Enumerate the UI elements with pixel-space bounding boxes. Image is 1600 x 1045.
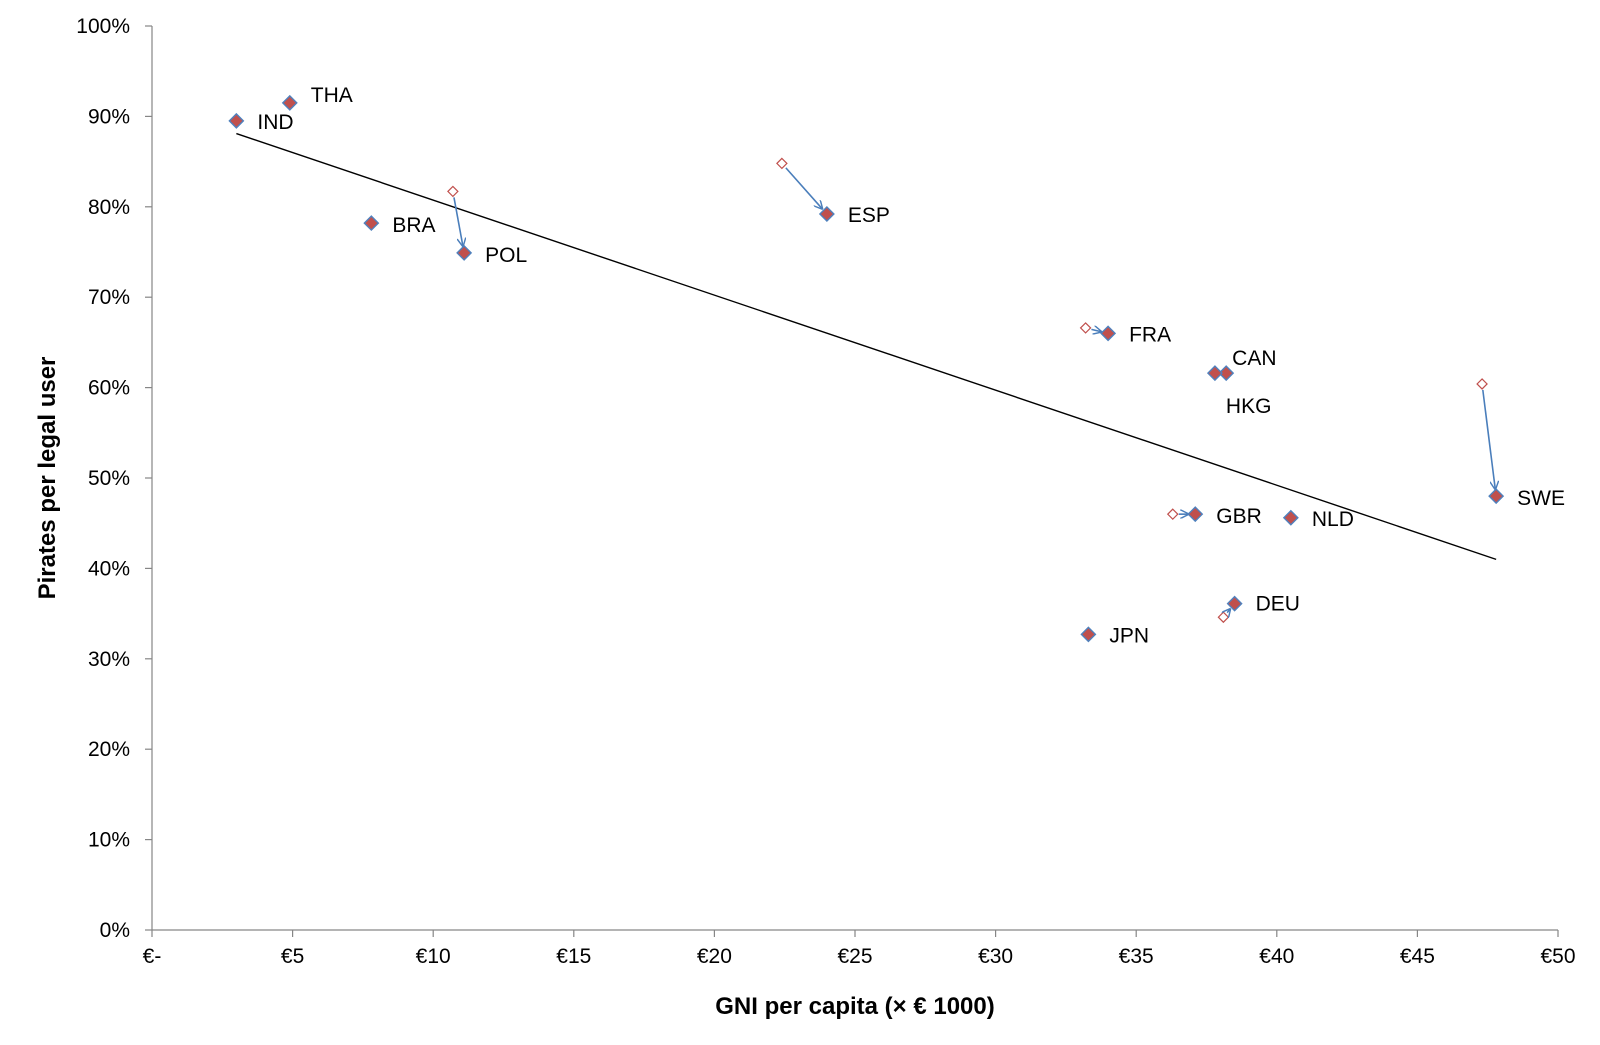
point-label-ind: IND	[257, 111, 293, 134]
point-label-tha: THA	[311, 84, 353, 107]
x-tick-label: €30	[978, 945, 1013, 968]
point-label-pol: POL	[485, 244, 527, 267]
y-tick-label: 100%	[76, 15, 130, 38]
points-group: IND THA BRA POL ESP FRA CAN HKG SWE GBR NLD DEU JPN	[228, 84, 1565, 647]
arrows-group	[447, 157, 1495, 624]
change-arrow	[785, 167, 822, 209]
x-tick-label: €15	[556, 945, 591, 968]
y-tick-label: 30%	[88, 648, 130, 671]
previous-point-marker	[1476, 378, 1488, 390]
x-tick-label: €50	[1540, 945, 1575, 968]
change-arrow	[1227, 609, 1230, 613]
trendline-group	[236, 132, 1497, 561]
point-label-esp: ESP	[848, 204, 890, 227]
point-marker-bra	[363, 215, 380, 232]
x-tick-label: €25	[837, 945, 872, 968]
point-marker-swe	[1488, 488, 1505, 505]
point-marker-fra	[1100, 325, 1117, 342]
x-ticks: €- €5 €10 €15 €20 €25 €30 €35 €40 €45 €50	[143, 930, 1576, 968]
previous-point-marker	[447, 185, 459, 198]
point-marker-esp	[818, 206, 835, 223]
change-arrow	[1091, 329, 1101, 331]
change-arrow	[453, 197, 463, 246]
point-marker-deu	[1226, 595, 1243, 612]
x-tick-label: €35	[1119, 945, 1154, 968]
point-label-hkg: HKG	[1226, 395, 1272, 418]
point-marker-can	[1218, 365, 1235, 382]
x-tick-label: €40	[1259, 945, 1294, 968]
previous-point-marker	[776, 157, 788, 170]
x-tick-label: €-	[143, 945, 162, 968]
y-tick-label: 60%	[88, 377, 130, 400]
x-tick-label: €20	[697, 945, 732, 968]
point-label-bra: BRA	[392, 214, 435, 237]
point-label-jpn: JPN	[1109, 624, 1149, 647]
y-tick-label: 50%	[88, 467, 130, 490]
point-marker-nld	[1282, 509, 1299, 526]
y-tick-label: 0%	[100, 919, 130, 942]
point-marker-jpn	[1080, 626, 1097, 643]
x-tick-label: €5	[281, 945, 304, 968]
x-axis-title: GNI per capita (× € 1000)	[715, 993, 994, 1020]
point-marker-pol	[456, 244, 473, 261]
x-tick-label: €10	[416, 945, 451, 968]
previous-point-marker	[1166, 508, 1179, 521]
point-label-gbr: GBR	[1216, 505, 1262, 528]
point-label-swe: SWE	[1517, 487, 1565, 510]
trendline	[236, 132, 1497, 561]
x-tick-label: €45	[1400, 945, 1435, 968]
y-tick-label: 40%	[88, 557, 130, 580]
y-tick-label: 90%	[88, 105, 130, 128]
y-axis-title: Pirates per legal user	[34, 357, 61, 600]
point-marker-hkg	[1206, 365, 1223, 382]
point-marker-ind	[228, 112, 245, 129]
axes	[151, 26, 1558, 931]
y-tick-label: 80%	[88, 196, 130, 219]
point-marker-gbr	[1187, 506, 1204, 523]
point-label-deu: DEU	[1256, 593, 1300, 616]
y-tick-label: 70%	[88, 286, 130, 309]
point-label-nld: NLD	[1312, 508, 1354, 531]
previous-point-marker	[1079, 322, 1092, 334]
y-ticks: 0% 10% 20% 30% 40% 50% 60% 70% 80% 90% 100%	[76, 15, 152, 942]
point-label-fra: FRA	[1129, 323, 1171, 346]
point-marker-tha	[281, 94, 298, 111]
previous-point-marker	[1217, 611, 1230, 624]
point-label-can: CAN	[1232, 347, 1276, 370]
y-tick-label: 10%	[88, 829, 130, 852]
y-tick-label: 20%	[88, 738, 130, 761]
change-arrow	[1482, 389, 1495, 489]
